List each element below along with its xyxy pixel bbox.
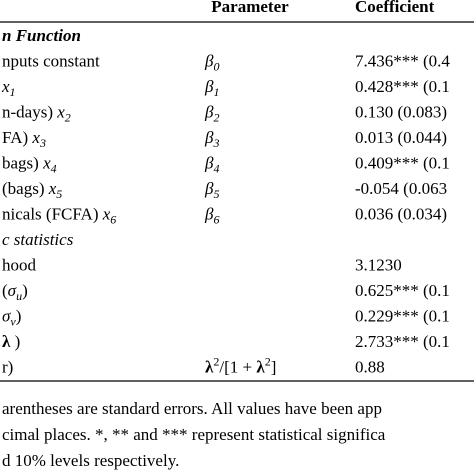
symbol: λ [256, 357, 265, 376]
row-coefficient: -0.054 (0.063 [355, 179, 447, 198]
row-parameter: β2​ [204, 102, 219, 124]
symbol: x [48, 179, 57, 198]
text-segment: /[1 + [219, 357, 256, 376]
row-parameter: β4​ [204, 153, 219, 175]
subscript: 0 [213, 59, 219, 73]
symbol: x [102, 204, 111, 223]
row-label: FA) x3​ [2, 128, 46, 150]
symbol: β [204, 153, 214, 172]
subscript: 1 [213, 85, 219, 99]
row-label: x1​ [1, 77, 16, 99]
text-segment: nicals (FCFA) [2, 204, 103, 223]
subscript: 5 [56, 187, 62, 201]
row-parameter: β1​ [204, 77, 219, 99]
symbol: x [1, 77, 10, 96]
symbol: β [204, 102, 214, 121]
subscript: 3 [39, 136, 46, 150]
subscript: 6 [110, 212, 116, 226]
row-parameter: β3​ [204, 128, 219, 150]
symbol: σ [2, 306, 11, 325]
symbol: β [204, 128, 214, 147]
row-coefficient: 3.1230 [355, 255, 402, 274]
section-title: n Function [2, 26, 81, 45]
symbol: x [31, 128, 40, 147]
subscript: 2 [65, 110, 71, 124]
symbol: λ [2, 332, 11, 351]
superscript: 2 [265, 354, 271, 368]
header-coefficient: Coefficient [355, 0, 435, 16]
text-segment: FA) [2, 128, 32, 147]
symbol: β [204, 204, 214, 223]
subscript: u [16, 289, 22, 303]
symbol: x [56, 102, 65, 121]
text-segment: ) [16, 306, 22, 325]
subscript: 4 [51, 161, 57, 175]
symbol: λ [205, 357, 214, 376]
text-segment: ( [2, 281, 8, 300]
row-coefficient: 0.625*** (0.1 [355, 281, 450, 300]
text-segment: n-days) [2, 102, 57, 121]
row-coefficient: 2.733*** (0.1 [355, 332, 450, 351]
row-label: r) [2, 357, 13, 376]
row-label: bags) x4​ [2, 153, 57, 175]
footnote: cimal places. *, ** and *** represent st… [2, 425, 386, 444]
symbol: β [204, 51, 214, 70]
text-segment: r) [2, 357, 13, 376]
row-coefficient: 0.013 (0.044) [355, 128, 447, 147]
symbol: x [42, 153, 51, 172]
row-coefficient: 0.036 (0.034) [355, 204, 447, 223]
text-segment: ) [10, 332, 20, 351]
row-coefficient: 0.88 [355, 357, 385, 376]
footnote: arentheses are standard errors. All valu… [2, 399, 382, 418]
row-label: σv​) [2, 306, 21, 328]
row-label: hood [2, 255, 37, 274]
subscript: 4 [213, 161, 219, 175]
row-label: (bags) x5​ [2, 179, 62, 201]
superscript: 2 [213, 354, 219, 368]
text-segment: nputs constant [2, 51, 100, 70]
symbol: σ [8, 281, 17, 300]
text-segment: ] [271, 357, 277, 376]
subscript: v [10, 314, 16, 328]
row-label: nicals (FCFA) x6​ [2, 204, 116, 226]
footnote: d 10% levels respectively. [2, 451, 179, 470]
row-coefficient: 0.229*** (0.1 [355, 306, 450, 325]
row-label: n-days) x2​ [2, 102, 71, 124]
row-parameter: β6​ [204, 204, 219, 226]
text-segment: ) [22, 281, 28, 300]
subscript: 5 [213, 187, 219, 201]
row-label: (σu​) [2, 281, 28, 303]
header-parameter: Parameter [211, 0, 289, 16]
row-label: λ ) [2, 332, 20, 351]
row-coefficient: 7.436*** (0.4 [355, 51, 450, 70]
subscript: 6 [213, 212, 219, 226]
text-segment: (bags) [2, 179, 49, 198]
symbol: β [204, 77, 214, 96]
subscript: 1 [10, 85, 16, 99]
symbol: β [204, 179, 214, 198]
section-title: c statistics [2, 230, 74, 249]
row-parameter: β0​ [204, 51, 219, 73]
row-coefficient: 0.130 (0.083) [355, 102, 447, 121]
subscript: 2 [213, 110, 219, 124]
text-segment: bags) [2, 153, 43, 172]
text-segment: hood [2, 255, 37, 274]
row-parameter: λ2​/[1 + λ2​] [205, 354, 276, 376]
row-parameter: β5​ [204, 179, 219, 201]
row-coefficient: 0.428*** (0.1 [355, 77, 450, 96]
row-coefficient: 0.409*** (0.1 [355, 153, 450, 172]
row-label: nputs constant [2, 51, 100, 70]
subscript: 3 [212, 136, 219, 150]
